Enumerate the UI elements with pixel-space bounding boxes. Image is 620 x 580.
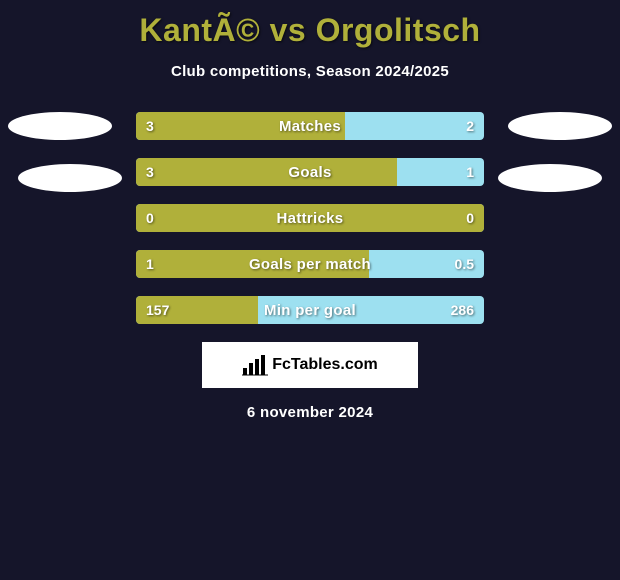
stat-label: Goals: [136, 158, 484, 186]
stat-row-matches: 3 Matches 2: [136, 112, 484, 140]
snapshot-date: 6 november 2024: [0, 404, 620, 421]
chart-bars-icon: [242, 354, 268, 376]
stat-row-hattricks: 0 Hattricks 0: [136, 204, 484, 232]
stat-right-value: 0.5: [455, 250, 474, 278]
stat-row-goals: 3 Goals 1: [136, 158, 484, 186]
stat-label: Min per goal: [136, 296, 484, 324]
player-left-avatar-top: [8, 112, 112, 140]
player-left-avatar-bottom: [18, 164, 122, 192]
stat-label: Hattricks: [136, 204, 484, 232]
comparison-subtitle: Club competitions, Season 2024/2025: [0, 63, 620, 80]
stat-label: Goals per match: [136, 250, 484, 278]
stats-bars-container: 3 Matches 2 3 Goals 1 0 Hattricks 0 1 Go…: [0, 112, 620, 324]
player-right-avatar-bottom: [498, 164, 602, 192]
comparison-title: KantÃ© vs Orgolitsch: [0, 0, 620, 49]
stat-right-value: 0: [466, 204, 474, 232]
brand-text: FcTables.com: [272, 356, 378, 374]
player-right-avatar-top: [508, 112, 612, 140]
stat-right-value: 286: [451, 296, 474, 324]
stat-right-value: 2: [466, 112, 474, 140]
stat-label: Matches: [136, 112, 484, 140]
brand-box: FcTables.com: [202, 342, 418, 388]
stat-row-min-per-goal: 157 Min per goal 286: [136, 296, 484, 324]
stat-row-goals-per-match: 1 Goals per match 0.5: [136, 250, 484, 278]
stat-right-value: 1: [466, 158, 474, 186]
